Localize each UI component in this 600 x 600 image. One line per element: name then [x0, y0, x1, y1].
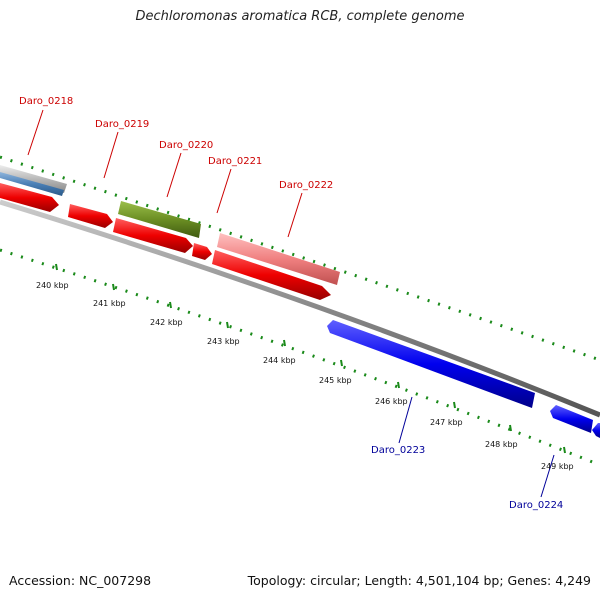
cds-daro-0224[interactable] — [550, 405, 600, 438]
gene-label-daro-0220: Daro_0220 — [159, 140, 213, 151]
map-title: Dechloromonas aromatica RCB, complete ge… — [135, 9, 465, 24]
gene-label-daro-0222: Daro_0222 — [279, 180, 333, 191]
cds-daro-0221[interactable] — [192, 243, 212, 260]
cds-daro-0223[interactable] — [327, 320, 535, 408]
feature-steel-upper — [0, 172, 64, 196]
genome-summary-text: Topology: circular; Length: 4,501,104 bp… — [247, 573, 591, 588]
scale-label-247: 247 kbp — [430, 418, 463, 427]
gene-label-daro-0223: Daro_0223 — [371, 445, 425, 456]
cds-daro-0220[interactable] — [113, 218, 193, 253]
scale-label-246: 246 kbp — [375, 397, 408, 406]
accession-text: Accession: NC_007298 — [9, 573, 152, 588]
scale-label-240: 240 kbp — [36, 281, 69, 290]
genome-backbone — [0, 199, 600, 418]
cds-daro-0219[interactable] — [68, 204, 113, 228]
cds-daro-0218[interactable] — [0, 183, 59, 212]
gene-label-daro-0221: Daro_0221 — [208, 156, 262, 167]
cds-daro-0222[interactable] — [212, 250, 331, 300]
scale-label-242: 242 kbp — [150, 318, 183, 327]
gene-label-daro-0224: Daro_0224 — [509, 500, 563, 511]
gene-label-daro-0218: Daro_0218 — [19, 96, 73, 107]
feature-gray-upper — [0, 165, 67, 193]
feature-daro-0220-green[interactable] — [118, 201, 201, 238]
scale-ticks — [55, 263, 566, 454]
gc-content-track-upper — [0, 155, 600, 362]
gc-skew-track-lower — [0, 248, 600, 467]
feature-daro-0222-pink[interactable] — [217, 233, 340, 285]
scale-label-243: 243 kbp — [207, 337, 240, 346]
scale-label-244: 244 kbp — [263, 356, 296, 365]
scale-label-241: 241 kbp — [93, 299, 126, 308]
gene-label-daro-0219: Daro_0219 — [95, 119, 149, 130]
scale-label-248: 248 kbp — [485, 440, 518, 449]
scale-label-249: 249 kbp — [541, 462, 574, 471]
gene-callouts — [27, 109, 555, 498]
scale-label-245: 245 kbp — [319, 376, 352, 385]
